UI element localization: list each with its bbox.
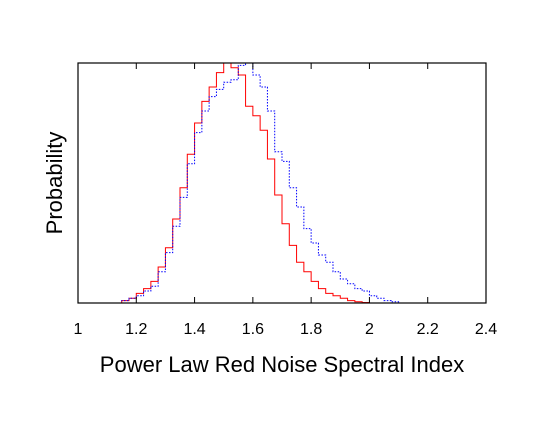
- plot-frame: [77, 62, 487, 304]
- x-tick-label: 2: [365, 321, 374, 338]
- x-tick-label: 1.2: [125, 321, 147, 338]
- x-axis-ticks: 1 1.2 1.4 1.6 1.8 2 2.2 2.4: [74, 63, 497, 338]
- x-axis-label: Power Law Red Noise Spectral Index: [100, 352, 464, 377]
- x-tick-label: 1: [74, 321, 83, 338]
- x-tick-label: 1.6: [242, 321, 264, 338]
- x-tick-label: 1.4: [183, 321, 205, 338]
- plot-area: [114, 62, 406, 304]
- y-axis-label: Probability: [42, 132, 67, 235]
- x-tick-label: 2.2: [417, 321, 439, 338]
- histogram-series-2: [114, 62, 406, 304]
- x-tick-label: 1.8: [300, 321, 322, 338]
- histogram-series-1: [114, 62, 406, 304]
- x-tick-label: 2.4: [475, 321, 497, 338]
